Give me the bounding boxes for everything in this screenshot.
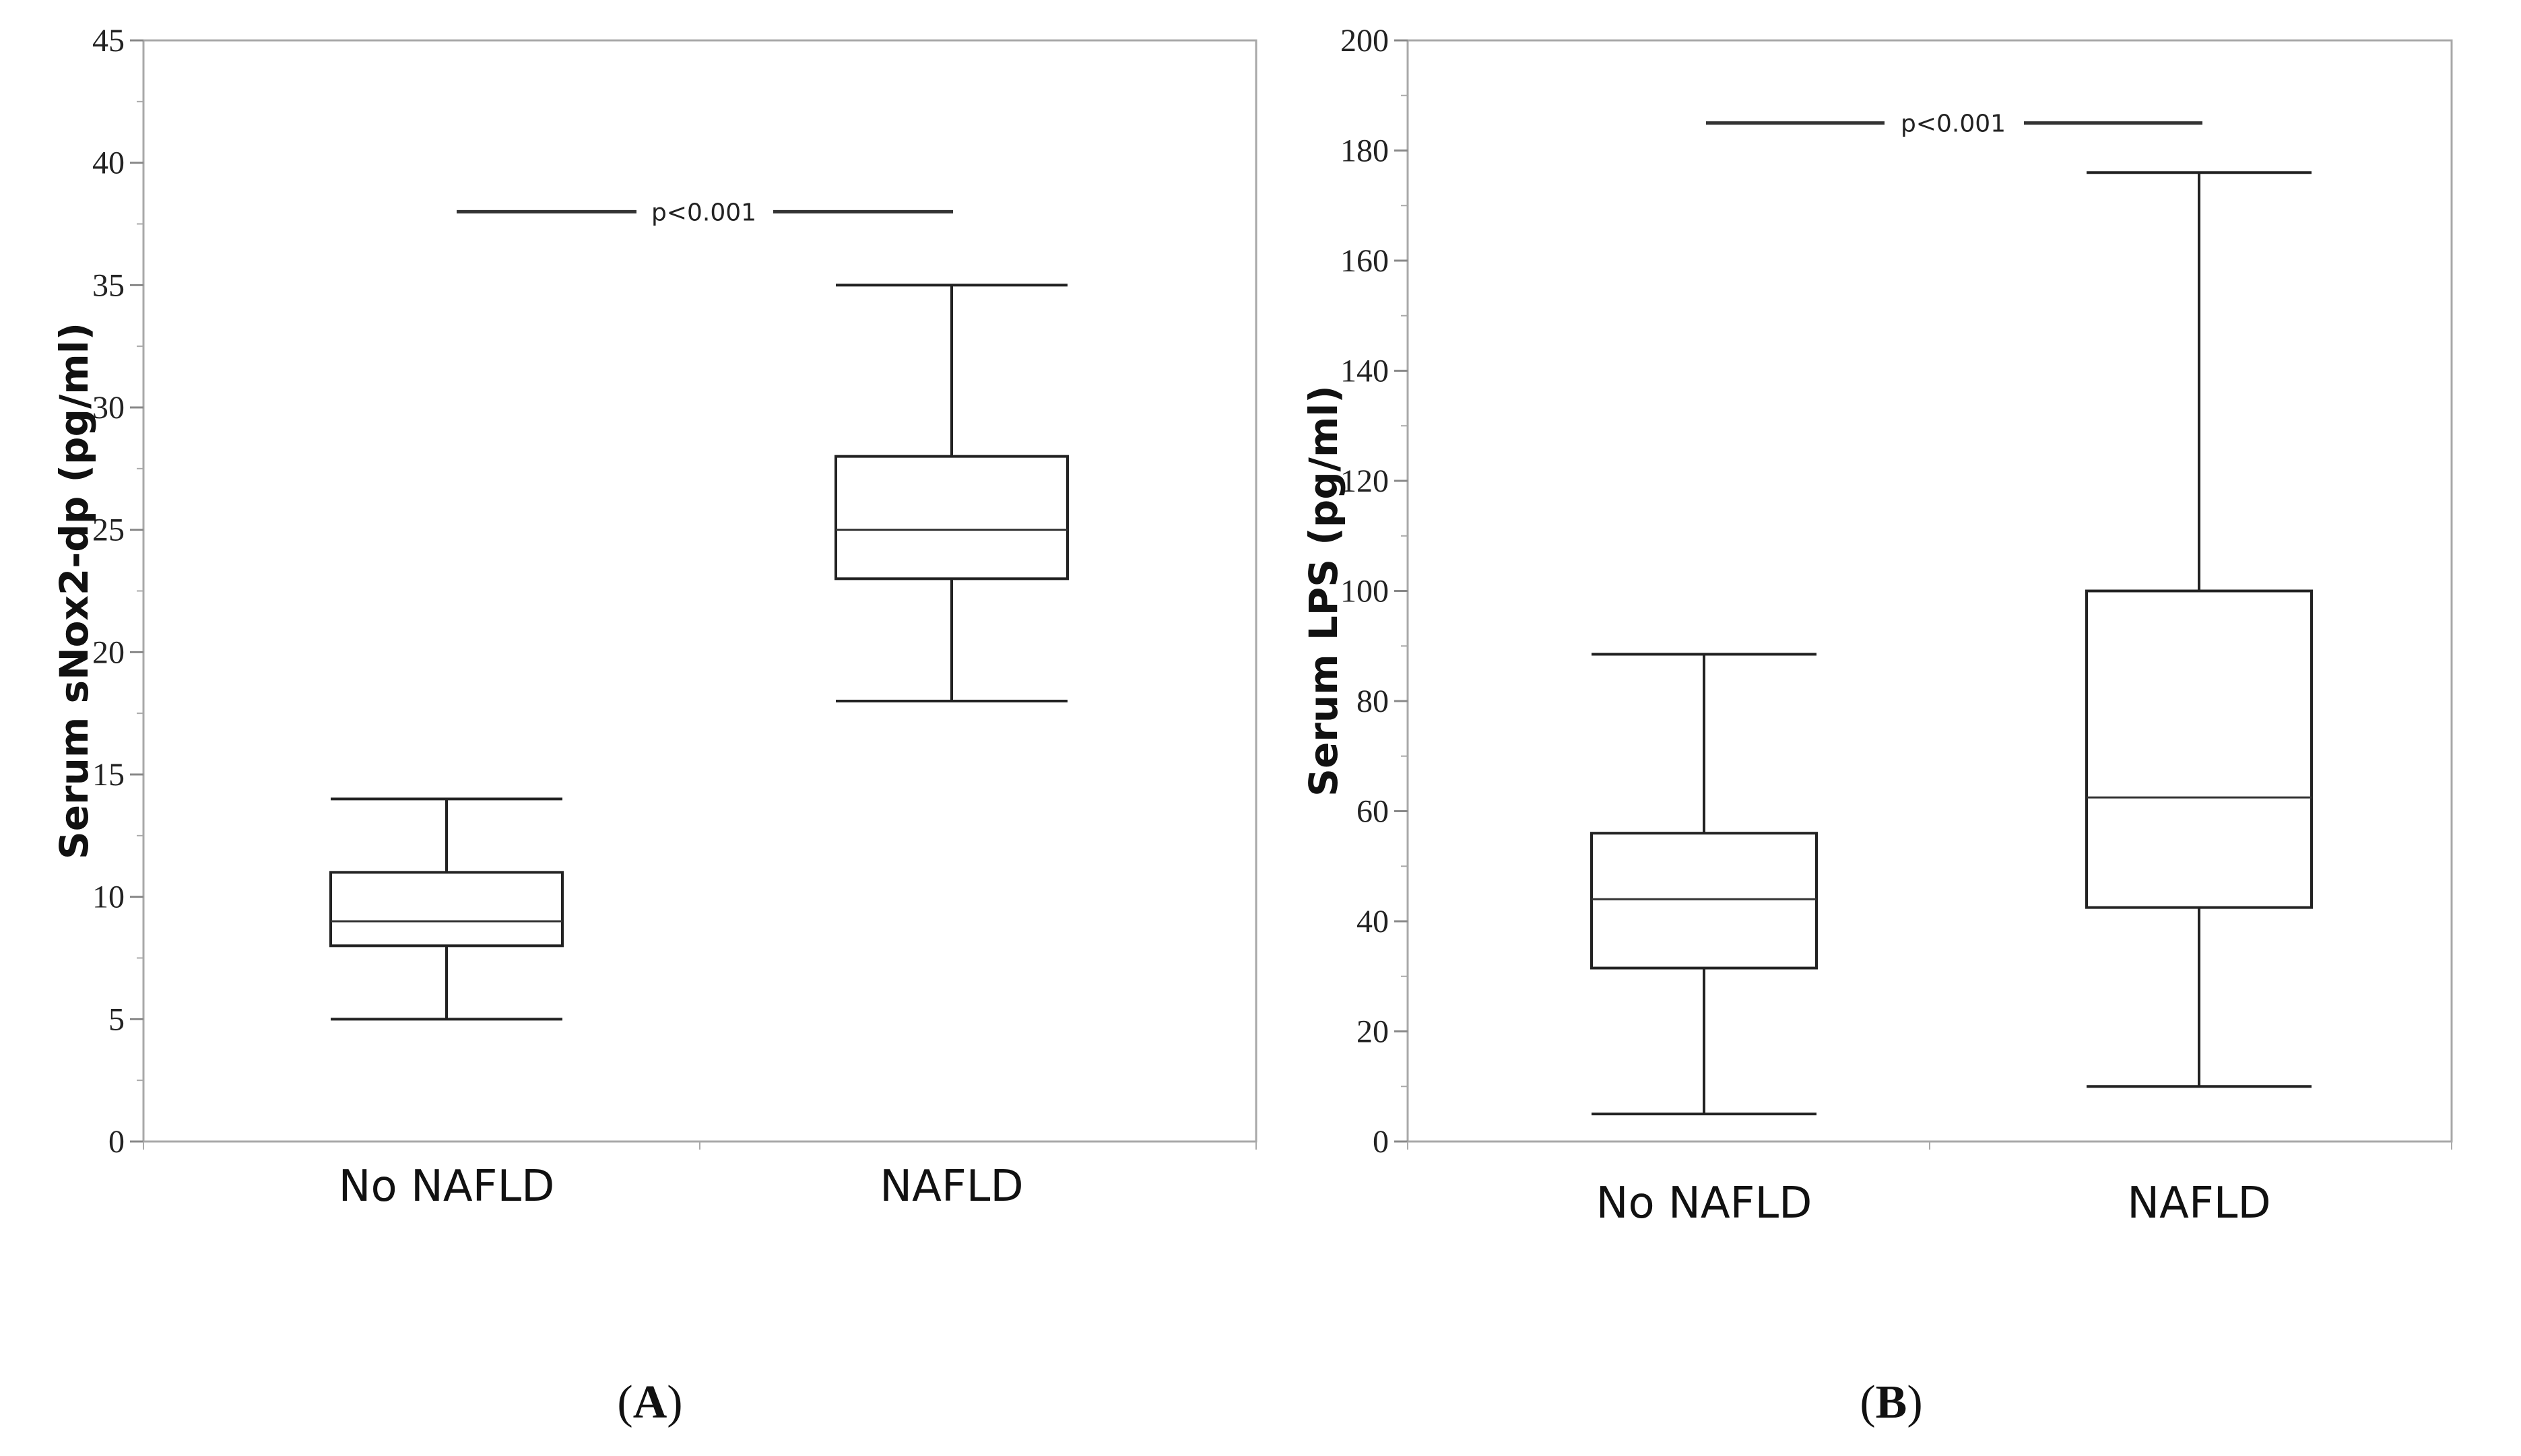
y-tick-label: 180 [1340, 133, 1389, 169]
category-label: NAFLD [2127, 1179, 2270, 1228]
y-tick-label: 160 [1340, 243, 1389, 279]
y-tick-label: 25 [92, 512, 125, 548]
y-tick-label: 30 [92, 390, 125, 426]
y-tick-label: 0 [108, 1124, 125, 1160]
box-iqr [1590, 832, 1818, 970]
category-label: No NAFLD [1596, 1179, 1812, 1228]
y-tick-label: 35 [92, 267, 125, 303]
y-tick-label: 200 [1340, 23, 1389, 59]
y-tick-label: 0 [1373, 1124, 1389, 1160]
y-axis-label: Serum sNox2-dp (pg/ml) [51, 323, 97, 859]
y-tick-label: 40 [1356, 904, 1389, 939]
y-tick-label: 140 [1340, 354, 1389, 389]
box-iqr [834, 455, 1069, 581]
panel-label: (A) [617, 1377, 682, 1428]
panel-b: 0 20 40 60 80 100 120 140 160 180 200 Serum LPS (pg… [1301, 23, 2453, 1428]
category-label: No NAFLD [339, 1162, 555, 1212]
p-value-label: p<0.001 [651, 199, 756, 226]
y-tick-label: 20 [1356, 1014, 1389, 1050]
panel-a: 0 5 10 15 20 25 30 35 40 45 Serum sNox2-dp (pg/ml)… [51, 23, 1257, 1428]
category-label: NAFLD [880, 1162, 1023, 1212]
box-iqr [329, 871, 564, 948]
y-tick-label: 15 [92, 757, 125, 793]
y-tick-label: 45 [92, 23, 125, 59]
box-iqr [2085, 589, 2313, 909]
y-tick-label: 20 [92, 634, 125, 670]
y-tick-label: 80 [1356, 684, 1389, 719]
y-tick-label: 5 [108, 1001, 125, 1037]
p-value-label: p<0.001 [1901, 110, 2006, 138]
panel-label: (B) [1860, 1377, 1922, 1428]
y-tick-label: 100 [1340, 574, 1389, 609]
y-tick-label: 40 [92, 145, 125, 181]
y-tick-label: 120 [1340, 463, 1389, 499]
y-tick-label: 60 [1356, 794, 1389, 830]
y-axis-label: Serum LPS (pg/ml) [1301, 385, 1346, 797]
y-tick-label: 10 [92, 880, 125, 915]
